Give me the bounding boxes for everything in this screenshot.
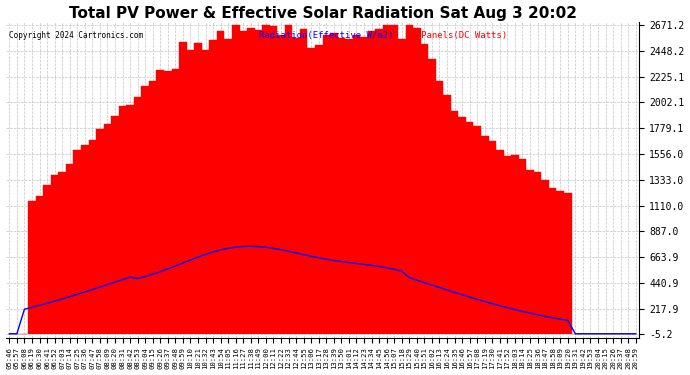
Text: Copyright 2024 Cartronics.com: Copyright 2024 Cartronics.com: [9, 31, 143, 40]
Title: Total PV Power & Effective Solar Radiation Sat Aug 3 20:02: Total PV Power & Effective Solar Radiati…: [68, 6, 577, 21]
Text: Radiation(Effective W/m2): Radiation(Effective W/m2): [259, 31, 393, 40]
Text: PV Panels(DC Watts): PV Panels(DC Watts): [405, 31, 507, 40]
